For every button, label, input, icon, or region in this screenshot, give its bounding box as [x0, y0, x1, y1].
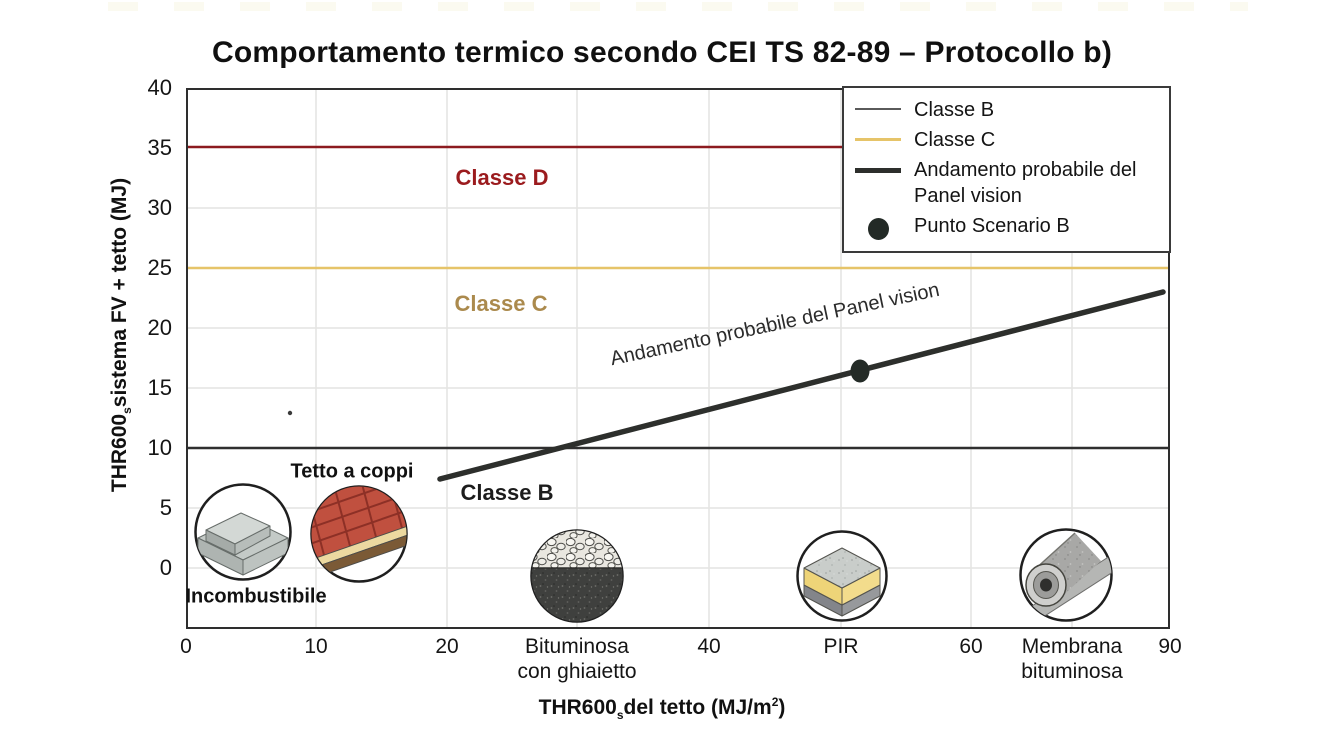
classe-c-line-swatch — [854, 138, 902, 141]
x-tick-bituminosa: Bituminosa con ghiaietto — [517, 635, 637, 683]
legend-item-classe-c: Classe C — [854, 127, 1157, 153]
x-axis-title-text: THR600 — [538, 696, 617, 719]
membrana-bituminosa-icon — [1019, 528, 1113, 622]
legend-item-classe-b: Classe B — [854, 97, 1157, 123]
x-tick-20: 20 — [435, 635, 459, 658]
y-tick-10: 10 — [147, 435, 172, 460]
x-axis-title-superscript: 2 — [771, 695, 779, 709]
legend-item-punto-scenario-b: Punto Scenario B — [854, 213, 1157, 240]
chart-title: Comportamento termico secondo CEI TS 82-… — [211, 36, 1113, 69]
y-tick-30: 30 — [147, 195, 172, 220]
legend: Classe B Classe C Andamento probabile de… — [842, 86, 1171, 253]
tetto-a-coppi-label: Tetto a coppi — [290, 460, 414, 483]
y-axis-title-subscript: s — [120, 407, 135, 414]
scenario-point — [850, 359, 870, 383]
x-axis-title: THR600sdel tetto (MJ/m2) — [0, 695, 1324, 722]
y-tick-15: 15 — [147, 375, 172, 400]
y-tick-5: 5 — [159, 495, 172, 520]
speck-artifact — [287, 410, 293, 416]
x-tick-0: 0 — [180, 635, 192, 658]
y-tick-25: 25 — [147, 255, 172, 280]
legend-label: Andamento probabile del Panel vision — [914, 159, 1137, 207]
y-tick-0: 0 — [159, 555, 172, 580]
x-tick-10: 10 — [304, 635, 328, 658]
x-tick-membrana: Membrana bituminosa — [1021, 635, 1123, 683]
bituminosa-ghiaietto-icon — [530, 529, 624, 623]
legend-label: Classe C — [914, 129, 996, 151]
scenario-point-swatch — [854, 218, 902, 240]
pir-icon — [796, 530, 888, 622]
x-tick-60: 60 — [959, 635, 983, 658]
classe-b-line-swatch — [854, 108, 902, 110]
y-tick-35: 35 — [147, 135, 172, 160]
x-tick-40: 40 — [697, 635, 721, 658]
trend-line — [437, 289, 1166, 482]
legend-label: Classe B — [914, 99, 995, 121]
legend-item-andamento: Andamento probabile del Panel vision — [854, 157, 1157, 209]
incombustibile-icon — [194, 483, 292, 581]
legend-label: Punto Scenario B — [914, 215, 1070, 237]
plot-canvas — [186, 88, 1170, 629]
x-axis-title-subscript: s — [616, 708, 624, 723]
plot-border — [186, 88, 1170, 629]
classe-d-label: Classe D — [455, 165, 549, 190]
x-tick-pir: PIR — [823, 635, 859, 658]
trend-line-swatch — [854, 168, 902, 173]
incombustibile-label: Incombustibile — [185, 585, 327, 608]
plot-area — [186, 88, 1170, 629]
classe-b-label: Classe B — [460, 480, 554, 505]
x-axis-title-end: ) — [778, 696, 786, 719]
y-tick-20: 20 — [147, 315, 172, 340]
top-strip-decoration — [108, 2, 1248, 11]
x-axis-title-mid: del tetto (MJ/m — [623, 696, 772, 719]
classe-c-label: Classe C — [454, 291, 548, 316]
x-tick-90: 90 — [1158, 635, 1182, 658]
y-tick-40: 40 — [147, 75, 172, 100]
